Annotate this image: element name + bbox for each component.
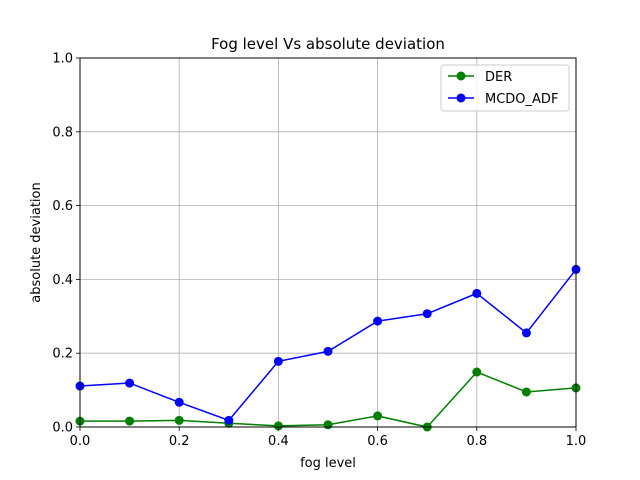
x-axis-label: fog level [300,456,356,471]
legend-marker-mcdo-adf [456,93,466,103]
legend-label-der: DER [485,70,512,85]
data-point-mcdo-adf [422,309,432,319]
y-tick-label: 0.6 [52,199,73,214]
data-point-mcdo-adf [273,356,283,366]
data-point-der [273,421,283,431]
x-tick-label: 0.6 [367,434,388,449]
plot-frame [79,57,577,428]
legend-marker-der [456,71,466,81]
data-point-der [373,411,383,421]
data-point-mcdo-adf [323,346,333,356]
x-tick-label: 0.8 [466,434,487,449]
legend: DER MCDO_ADF [440,64,570,112]
data-point-der [472,367,482,377]
data-point-der [521,387,531,397]
x-tick-label: 0.2 [169,434,190,449]
y-tick-label: 0.4 [52,273,73,288]
data-point-mcdo-adf [521,328,531,338]
data-point-mcdo-adf [224,415,234,425]
legend-label-mcdo-adf: MCDO_ADF [485,92,558,107]
grid [79,57,577,428]
ticks: 0.0 0.2 0.4 0.6 0.8 1.0 0.0 0.2 0.4 0.6 0.8 1.0 [52,52,586,450]
y-axis-label: absolute deviation [29,182,44,302]
data-point-der [323,420,333,430]
data-point-der [174,415,184,425]
x-tick-label: 1.0 [566,434,587,449]
series-mcdo-adf [75,264,581,425]
data-point-der [125,416,135,426]
y-tick-label: 0.0 [52,421,73,436]
data-point-mcdo-adf [125,378,135,388]
data-point-mcdo-adf [373,316,383,326]
x-tick-label: 0.0 [70,434,91,449]
chart-title: Fog level Vs absolute deviation [211,35,445,53]
data-point-mcdo-adf [174,397,184,407]
y-tick-label: 1.0 [52,52,73,67]
y-tick-label: 0.8 [52,125,73,140]
series-layer [75,264,581,432]
y-tick-label: 0.2 [52,347,73,362]
x-tick-label: 0.4 [268,434,289,449]
data-point-mcdo-adf [472,288,482,298]
